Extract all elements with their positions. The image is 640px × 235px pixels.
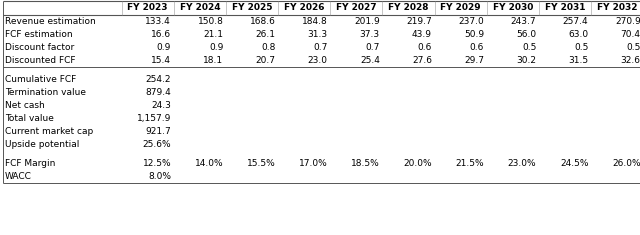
Text: 20.7: 20.7 <box>255 55 275 65</box>
Text: Current market cap: Current market cap <box>5 127 93 136</box>
Text: 30.2: 30.2 <box>516 55 536 65</box>
Text: 0.5: 0.5 <box>627 43 640 52</box>
Text: Total value: Total value <box>5 114 54 123</box>
Text: FY 2024: FY 2024 <box>180 4 220 12</box>
Text: Discount factor: Discount factor <box>5 43 74 52</box>
Text: FY 2029: FY 2029 <box>440 4 481 12</box>
Text: 24.5%: 24.5% <box>560 159 589 168</box>
Text: 257.4: 257.4 <box>563 17 589 26</box>
Text: 27.6: 27.6 <box>412 55 432 65</box>
Text: 201.9: 201.9 <box>354 17 380 26</box>
Text: 21.5%: 21.5% <box>456 159 484 168</box>
Text: FY 2028: FY 2028 <box>388 4 429 12</box>
Text: 921.7: 921.7 <box>145 127 172 136</box>
Text: 29.7: 29.7 <box>464 55 484 65</box>
Text: FY 2031: FY 2031 <box>545 4 585 12</box>
Text: FY 2030: FY 2030 <box>493 4 533 12</box>
Text: 16.6: 16.6 <box>151 30 172 39</box>
Text: 26.0%: 26.0% <box>612 159 640 168</box>
Text: Termination value: Termination value <box>5 88 86 97</box>
Text: 184.8: 184.8 <box>302 17 328 26</box>
Text: 18.5%: 18.5% <box>351 159 380 168</box>
Text: 0.9: 0.9 <box>209 43 223 52</box>
Text: 17.0%: 17.0% <box>299 159 328 168</box>
Text: 0.5: 0.5 <box>574 43 589 52</box>
Text: 32.6: 32.6 <box>621 55 640 65</box>
Bar <box>3 1 640 15</box>
Text: 0.6: 0.6 <box>418 43 432 52</box>
Text: 18.1: 18.1 <box>204 55 223 65</box>
Text: FCF Margin: FCF Margin <box>5 159 56 168</box>
Text: FCF estimation: FCF estimation <box>5 30 73 39</box>
Text: 25.6%: 25.6% <box>143 140 172 149</box>
Text: 0.5: 0.5 <box>522 43 536 52</box>
Text: Revenue estimation: Revenue estimation <box>5 17 96 26</box>
Text: FY 2032: FY 2032 <box>597 4 637 12</box>
Text: 0.7: 0.7 <box>365 43 380 52</box>
Text: Upside potential: Upside potential <box>5 140 79 149</box>
Text: WACC: WACC <box>5 172 32 181</box>
Text: 8.0%: 8.0% <box>148 172 172 181</box>
Text: FY 2023: FY 2023 <box>127 4 168 12</box>
Text: 0.7: 0.7 <box>314 43 328 52</box>
Text: FY 2026: FY 2026 <box>284 4 324 12</box>
Text: 15.5%: 15.5% <box>247 159 275 168</box>
Text: 31.3: 31.3 <box>308 30 328 39</box>
Text: 219.7: 219.7 <box>406 17 432 26</box>
Text: Discounted FCF: Discounted FCF <box>5 55 76 65</box>
Text: 50.9: 50.9 <box>464 30 484 39</box>
Text: 56.0: 56.0 <box>516 30 536 39</box>
Text: 0.8: 0.8 <box>261 43 275 52</box>
Text: 133.4: 133.4 <box>145 17 172 26</box>
Text: 243.7: 243.7 <box>511 17 536 26</box>
Text: 70.4: 70.4 <box>621 30 640 39</box>
Text: 150.8: 150.8 <box>198 17 223 26</box>
Text: 25.4: 25.4 <box>360 55 380 65</box>
Text: 15.4: 15.4 <box>151 55 172 65</box>
Text: Net cash: Net cash <box>5 101 45 110</box>
Text: 14.0%: 14.0% <box>195 159 223 168</box>
Text: 63.0: 63.0 <box>568 30 589 39</box>
Text: 26.1: 26.1 <box>255 30 275 39</box>
Text: 31.5: 31.5 <box>568 55 589 65</box>
Text: 168.6: 168.6 <box>250 17 275 26</box>
Text: 254.2: 254.2 <box>146 75 172 84</box>
Text: 270.9: 270.9 <box>615 17 640 26</box>
Text: 43.9: 43.9 <box>412 30 432 39</box>
Text: 0.9: 0.9 <box>157 43 172 52</box>
Text: 37.3: 37.3 <box>360 30 380 39</box>
Text: 21.1: 21.1 <box>204 30 223 39</box>
Text: 23.0%: 23.0% <box>508 159 536 168</box>
Text: 0.6: 0.6 <box>470 43 484 52</box>
Text: 1,157.9: 1,157.9 <box>137 114 172 123</box>
Text: 879.4: 879.4 <box>145 88 172 97</box>
Text: FY 2025: FY 2025 <box>232 4 272 12</box>
Text: 12.5%: 12.5% <box>143 159 172 168</box>
Text: 20.0%: 20.0% <box>403 159 432 168</box>
Text: FY 2027: FY 2027 <box>336 4 376 12</box>
Text: Cumulative FCF: Cumulative FCF <box>5 75 76 84</box>
Text: 24.3: 24.3 <box>151 101 172 110</box>
Text: 237.0: 237.0 <box>458 17 484 26</box>
Text: 23.0: 23.0 <box>308 55 328 65</box>
